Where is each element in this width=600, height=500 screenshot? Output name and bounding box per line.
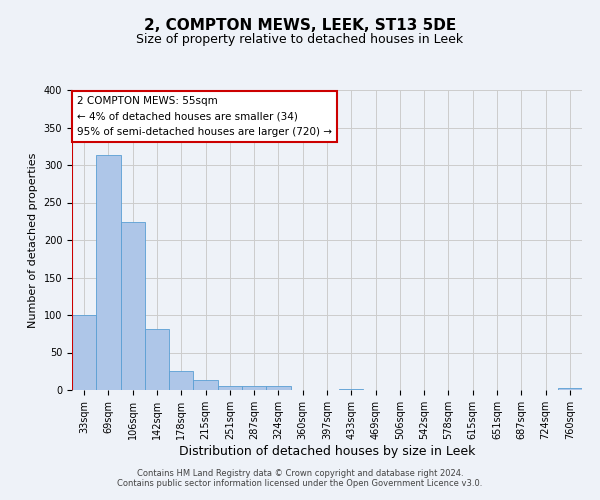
Bar xyxy=(121,222,145,390)
Text: Size of property relative to detached houses in Leek: Size of property relative to detached ho… xyxy=(136,32,464,46)
Bar xyxy=(96,155,121,390)
Text: 2 COMPTON MEWS: 55sqm
← 4% of detached houses are smaller (34)
95% of semi-detac: 2 COMPTON MEWS: 55sqm ← 4% of detached h… xyxy=(77,96,332,137)
Bar xyxy=(339,388,364,390)
Bar xyxy=(266,386,290,390)
Bar xyxy=(169,370,193,390)
Text: Contains HM Land Registry data © Crown copyright and database right 2024.: Contains HM Land Registry data © Crown c… xyxy=(137,468,463,477)
Bar xyxy=(72,315,96,390)
X-axis label: Distribution of detached houses by size in Leek: Distribution of detached houses by size … xyxy=(179,444,475,458)
Y-axis label: Number of detached properties: Number of detached properties xyxy=(28,152,38,328)
Bar xyxy=(193,380,218,390)
Bar xyxy=(558,388,582,390)
Bar xyxy=(242,386,266,390)
Text: 2, COMPTON MEWS, LEEK, ST13 5DE: 2, COMPTON MEWS, LEEK, ST13 5DE xyxy=(144,18,456,32)
Text: Contains public sector information licensed under the Open Government Licence v3: Contains public sector information licen… xyxy=(118,478,482,488)
Bar xyxy=(218,386,242,390)
Bar xyxy=(145,328,169,390)
